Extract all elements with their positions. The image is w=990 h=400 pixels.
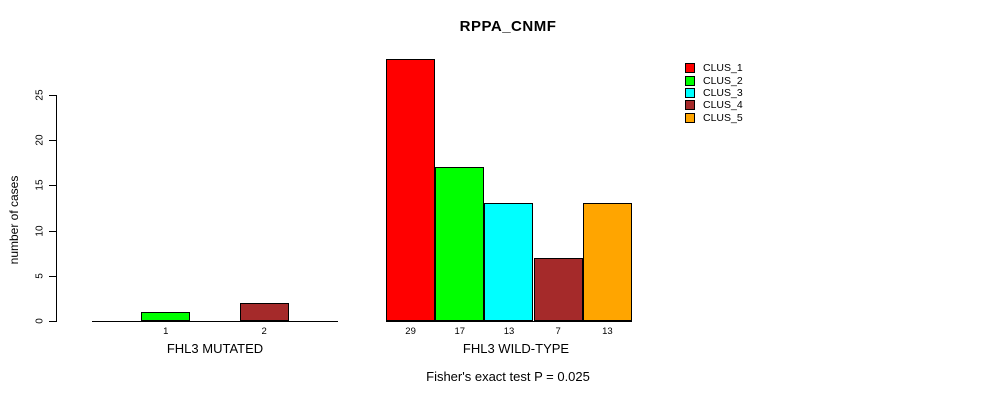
bar-value-label-CLUS_4-group0: 2 [261,326,267,337]
y-tick-label-5: 5 [34,273,46,279]
y-tick-label-15: 15 [34,179,46,191]
x-axis-line-wildtype [386,321,632,322]
y-tick-mark-15 [49,185,56,186]
bar-CLUS_5-group1 [583,203,632,321]
y-tick-label-10: 10 [34,225,46,237]
legend-item-CLUS_2: CLUS_2 [685,74,743,87]
group-label-wildtype: FHL3 WILD-TYPE [462,341,570,356]
legend-item-CLUS_3: CLUS_3 [685,87,743,99]
y-tick-mark-25 [49,95,56,96]
legend-swatch-icon-CLUS_4 [685,100,695,111]
y-axis-line [56,95,57,322]
legend-item-CLUS_5: CLUS_5 [685,112,743,124]
bar-value-label-CLUS_3-group1: 13 [503,326,515,337]
bar-value-label-CLUS_4-group1: 7 [555,326,561,337]
legend: CLUS_1 CLUS_2 CLUS_3 CLUS_4 CLUS_5 [685,62,743,124]
legend-swatch-icon-CLUS_5 [685,112,695,123]
y-tick-mark-10 [49,231,56,232]
bar-CLUS_3-group1 [484,203,533,321]
bar-value-label-CLUS_2-group1: 17 [454,326,466,337]
y-axis-title: number of cases [7,175,21,265]
y-tick-label-0: 0 [34,318,46,324]
fisher-test-annotation: Fisher's exact test P = 0.025 [426,369,590,384]
group-label-mutated: FHL3 MUTATED [166,341,264,356]
chart-title: RPPA_CNMF [459,18,557,35]
bar-CLUS_4-group0 [240,303,289,321]
bar-value-label-CLUS_5-group1: 13 [602,326,613,337]
legend-swatch-icon-CLUS_1 [685,63,695,74]
y-tick-label-20: 20 [34,134,46,146]
legend-label-CLUS_1: CLUS_1 [703,62,743,75]
bar-CLUS_2-group1 [435,167,484,321]
y-tick-label-25: 25 [34,89,46,101]
bar-CLUS_1-group1 [386,59,435,321]
legend-item-CLUS_1: CLUS_1 [685,62,743,74]
legend-label-CLUS_2: CLUS_2 [703,74,743,87]
y-tick-mark-5 [49,276,56,277]
bar-CLUS_4-group1 [534,258,583,321]
legend-label-CLUS_4: CLUS_4 [703,99,743,112]
bar-CLUS_2-group0 [141,312,190,321]
x-axis-line-mutated [92,321,338,322]
legend-label-CLUS_5: CLUS_5 [703,111,743,124]
bar-value-label-CLUS_1-group1: 29 [405,326,416,337]
legend-swatch-icon-CLUS_2 [685,75,695,86]
y-tick-mark-0 [49,321,56,322]
y-tick-mark-20 [49,140,56,141]
legend-label-CLUS_3: CLUS_3 [703,86,743,99]
legend-item-CLUS_4: CLUS_4 [685,99,743,111]
legend-swatch-icon-CLUS_3 [685,87,695,98]
bar-value-label-CLUS_2-group0: 1 [163,326,169,337]
